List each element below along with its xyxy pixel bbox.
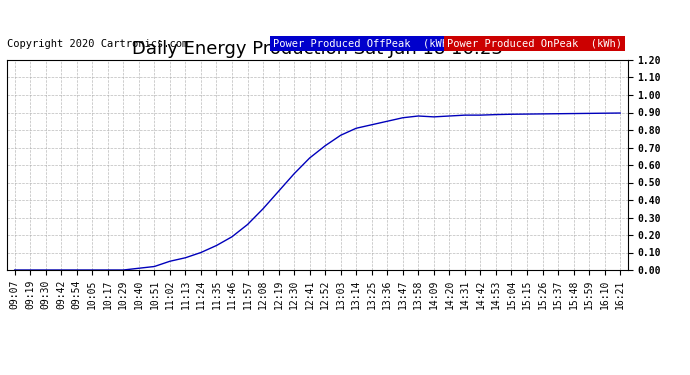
Text: Power Produced OffPeak  (kWh): Power Produced OffPeak (kWh) xyxy=(273,39,454,49)
Title: Daily Energy Production Sat Jan 18 16:23: Daily Energy Production Sat Jan 18 16:23 xyxy=(132,40,503,58)
Text: Power Produced OnPeak  (kWh): Power Produced OnPeak (kWh) xyxy=(447,39,622,49)
Text: Copyright 2020 Cartronics.com: Copyright 2020 Cartronics.com xyxy=(7,39,188,50)
